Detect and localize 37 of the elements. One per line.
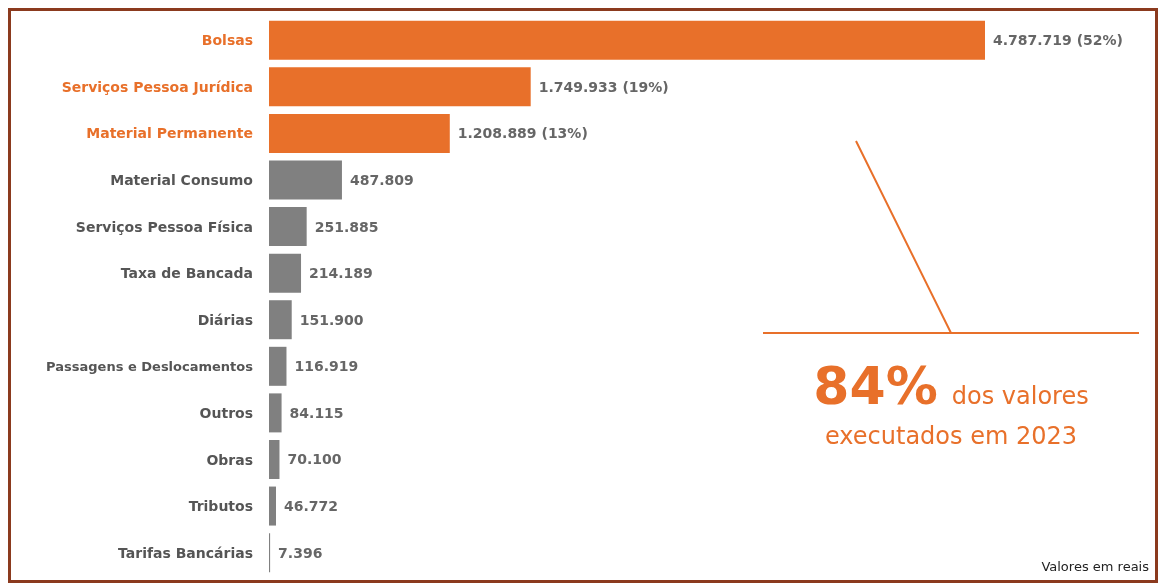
data-label: 214.189 [309, 265, 373, 282]
bar [269, 300, 292, 340]
y-tick-label: Material Permanente [86, 125, 253, 142]
data-label: 46.772 [283, 498, 339, 515]
bar [269, 20, 985, 60]
y-tick-label: Bolsas [201, 32, 253, 49]
data-label: 116.919 [294, 358, 359, 375]
data-label: 487.809 [349, 171, 414, 188]
y-tick-label: Tarifas Bancárias [118, 544, 253, 561]
bar [269, 67, 531, 107]
data-label: 151.900 [299, 311, 364, 328]
annotation: 84% dos valores executados em 2023 [813, 356, 1089, 450]
data-label: 70.100 [287, 451, 342, 468]
y-tick-label: Diárias [197, 311, 253, 328]
bar [269, 207, 307, 247]
bar [269, 486, 276, 526]
data-label: 251.885 [314, 218, 379, 235]
data-label: 4.787.719 (52%) [993, 32, 1124, 49]
bar [269, 160, 342, 200]
bar [269, 393, 282, 433]
text: Valores em reais [1041, 559, 1149, 574]
bar [269, 253, 302, 293]
y-tick-label: Taxa de Bancada [120, 265, 253, 282]
bar [269, 346, 287, 386]
data-label: 1.749.933 (19%) [538, 78, 669, 95]
y-tick-label: Serviços Pessoa Física [75, 218, 253, 235]
data-label: 1.208.889 (13%) [457, 125, 588, 142]
y-tick-label: Tributos [188, 498, 253, 515]
y-tick-label: Passagens e Deslocamentos [46, 359, 254, 375]
data-label: 84.115 [289, 404, 344, 421]
data-label: 7.396 [278, 544, 323, 561]
bar [269, 439, 280, 479]
y-tick-label: Outros [199, 404, 253, 421]
bar [269, 113, 450, 153]
y-tick-label: Obras [206, 451, 253, 468]
y-tick-label: Material Consumo [110, 172, 254, 189]
y-tick-label: Serviços Pessoa Jurídica [61, 78, 253, 95]
